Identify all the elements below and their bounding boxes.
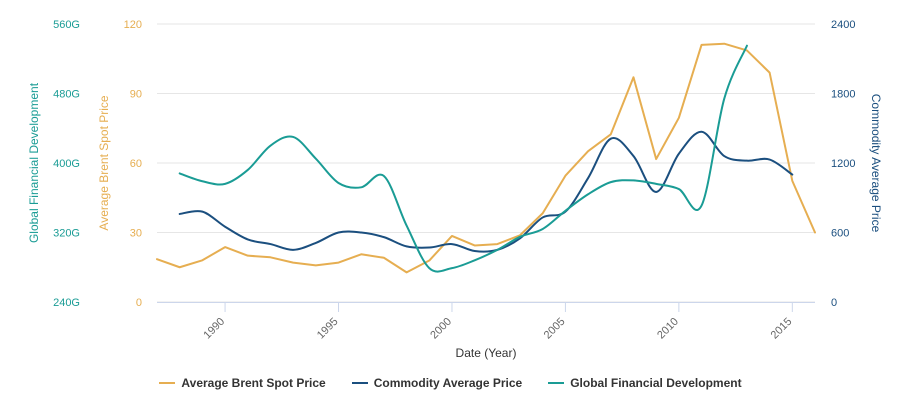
y-tick-label-left-outer: 560G	[53, 19, 80, 31]
y-tick-label-left-inner: 0	[136, 297, 142, 309]
y-tick-label-right: 1800	[831, 89, 855, 101]
series-line-financial[interactable]	[178, 44, 748, 273]
legend-label-commodity: Commodity Average Price	[373, 376, 523, 390]
y-axis-title-left-inner: Average Brent Spot Price	[97, 95, 111, 231]
x-axis-title: Date (Year)	[456, 346, 517, 360]
legend-swatch-commodity	[351, 382, 368, 384]
legend: Average Brent Spot Price Commodity Avera…	[0, 376, 901, 390]
legend-item-financial[interactable]: Global Financial Development	[548, 376, 742, 390]
series-line-brent[interactable]	[156, 42, 816, 274]
y-tick-label-left-inner: 60	[130, 158, 142, 170]
x-tick-label: 2005	[542, 316, 568, 342]
x-tick-label: 1990	[201, 316, 227, 342]
y-tick-label-right: 2400	[831, 19, 855, 31]
y-tick-label-left-outer: 400G	[53, 158, 80, 170]
chart-svg: 1990 1995 2000 2005 2010 2015 Date (Year) 240G 3…	[27, 19, 883, 360]
x-tick-label: 2000	[428, 316, 454, 342]
legend-swatch-brent	[159, 382, 176, 384]
y-tick-label-left-inner: 30	[130, 228, 142, 240]
y-tick-label-right: 1200	[831, 158, 855, 170]
y-tick-label-left-outer: 240G	[53, 297, 80, 309]
x-tick-label: 2015	[769, 316, 795, 342]
y-axis-title-left-outer: Global Financial Development	[27, 82, 41, 243]
y-tick-label-right: 600	[831, 228, 849, 240]
y-tick-label-left-inner: 120	[124, 19, 142, 31]
legend-label-brent: Average Brent Spot Price	[181, 376, 326, 390]
series-line-commodity[interactable]	[178, 130, 794, 253]
x-tick-label: 2010	[655, 316, 681, 342]
y-tick-label-left-outer: 480G	[53, 89, 80, 101]
legend-item-brent[interactable]: Average Brent Spot Price	[159, 376, 326, 390]
y-axis-title-right: Commodity Average Price	[869, 94, 883, 233]
y-tick-label-left-inner: 90	[130, 89, 142, 101]
legend-swatch-financial	[548, 382, 565, 384]
legend-label-financial: Global Financial Development	[570, 376, 742, 390]
y-tick-label-left-outer: 320G	[53, 228, 80, 240]
legend-item-commodity[interactable]: Commodity Average Price	[351, 376, 523, 390]
y-tick-label-right: 0	[831, 297, 837, 309]
x-tick-label: 1995	[315, 316, 341, 342]
